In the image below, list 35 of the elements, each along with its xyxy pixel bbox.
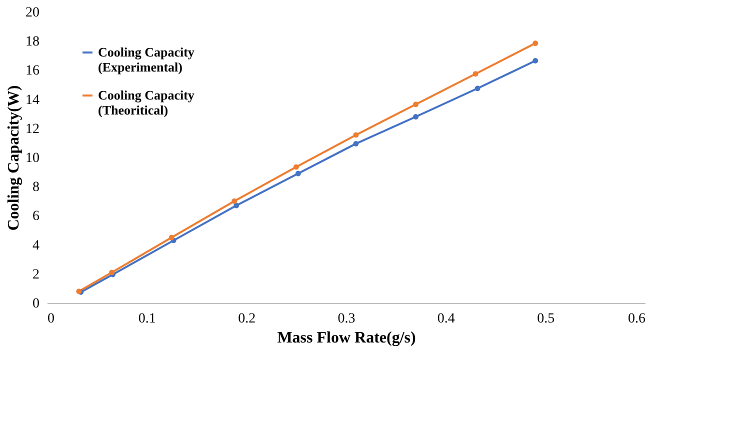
y-tick-label: 8 [32,180,40,196]
x-tick-label: 0.4 [437,312,455,326]
x-axis-title: Mass Flow Rate(g/s) [277,330,416,346]
point [168,234,174,240]
point [232,198,238,204]
y-tick-label: 10 [26,151,40,166]
point [353,140,359,146]
y-tick-label: 14 [26,92,40,108]
point [413,102,419,108]
y-tick-label: 12 [26,122,40,137]
y-tick-label: 20 [26,6,40,20]
x-tick-label: 0 [48,312,54,326]
point [234,202,240,208]
legend-label: Cooling Capacity (Experimental) [98,44,195,74]
y-tick-label: 6 [32,209,40,224]
point [532,58,538,64]
x-tick-label: 0.2 [238,312,256,326]
y-tick-label: 0 [32,296,40,312]
y-tick-label: 4 [32,238,40,254]
legend-label: Cooling Capacity (Theoritical) [98,88,195,118]
x-tick-label: 0.6 [628,312,646,326]
point [472,71,478,77]
point [293,164,299,170]
point [532,40,538,46]
y-tick-label: 18 [26,34,40,50]
x-tick-label: 0.5 [537,312,555,326]
point [413,114,419,120]
y-tick-label: 2 [32,267,40,282]
y-tick-label: 16 [26,64,40,79]
x-tick-label: 0.1 [138,312,156,326]
y-axis-title: Cooling Capacity(W) [6,85,22,231]
point [353,132,359,138]
point [474,86,480,92]
x-tick-label: 0.3 [338,312,356,326]
point [295,170,301,176]
